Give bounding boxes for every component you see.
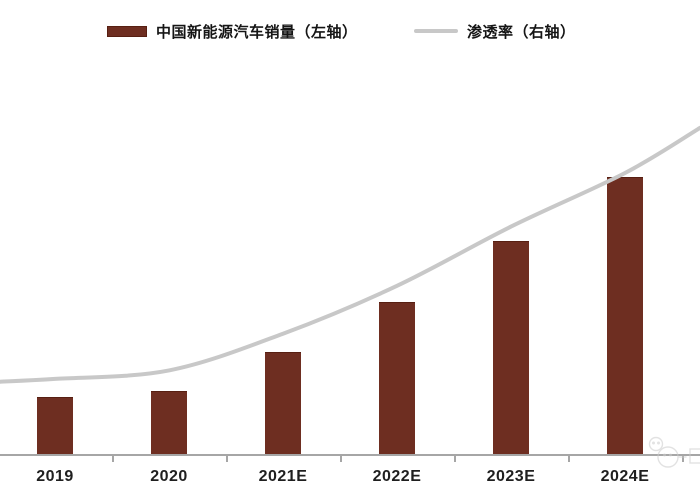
x-axis-tick bbox=[340, 456, 342, 462]
x-axis-tick bbox=[226, 456, 228, 462]
x-axis-label-2023E: 2023E bbox=[486, 468, 536, 485]
x-axis-tick bbox=[568, 456, 570, 462]
x-axis-tick bbox=[682, 456, 684, 462]
x-axis-label-2020: 2020 bbox=[150, 468, 188, 485]
legend-item-sales: 中国新能源汽车销量（左轴） bbox=[107, 19, 358, 43]
x-axis-tick bbox=[454, 456, 456, 462]
bar-swatch-icon bbox=[107, 25, 147, 37]
line-swatch-icon bbox=[414, 29, 458, 33]
x-axis-label-2022E: 2022E bbox=[372, 468, 422, 485]
x-axis-label-2019: 2019 bbox=[36, 468, 74, 485]
bar-2024E bbox=[607, 177, 643, 455]
x-axis-tick bbox=[112, 456, 114, 462]
x-axis-line bbox=[0, 454, 700, 456]
bar-2023E bbox=[493, 240, 529, 455]
x-axis-label-2021E: 2021E bbox=[258, 468, 308, 485]
legend-item-penetration: 渗透率（右轴） bbox=[414, 19, 576, 43]
bar-2021E bbox=[265, 352, 301, 455]
penetration-line bbox=[0, 125, 700, 384]
legend-label-sales: 中国新能源汽车销量（左轴） bbox=[156, 23, 358, 41]
x-axis-label-2024E: 2024E bbox=[600, 468, 650, 485]
bar-2022E bbox=[379, 302, 415, 455]
bar-2020 bbox=[151, 391, 187, 455]
bar-2019 bbox=[37, 396, 73, 455]
legend-label-penetration: 渗透率（右轴） bbox=[467, 23, 576, 41]
